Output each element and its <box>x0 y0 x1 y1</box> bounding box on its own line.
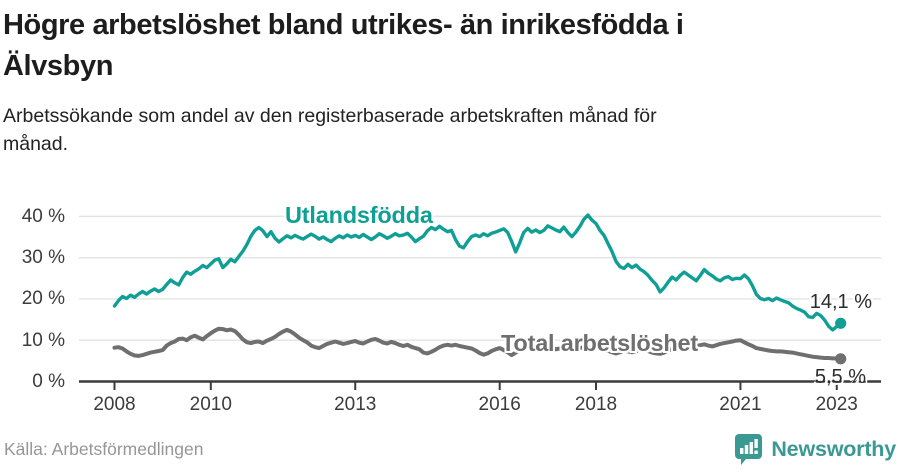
chart-subtitle-line2: månad. <box>3 133 69 155</box>
series-label-total-arbetsloshet: Total arbetslöshet <box>501 330 699 356</box>
y-axis-tick-label-40: 40 % <box>21 205 65 227</box>
x-axis-tick-label-2016: 2016 <box>478 394 521 415</box>
end-dot-utlandsfodda <box>835 317 847 329</box>
x-axis-tick-label-2008: 2008 <box>93 394 136 415</box>
y-axis-tick-label-20: 20 % <box>21 288 65 310</box>
x-axis-tick-label-2013: 2013 <box>334 394 377 415</box>
x-axis-tick-label-2018: 2018 <box>574 394 618 415</box>
x-axis-tick-label-2021: 2021 <box>719 394 762 415</box>
page-title: Högre arbetslöshet bland utrikes- än inr… <box>0 0 900 87</box>
x-axis-tick-label-2023: 2023 <box>815 394 858 415</box>
end-value-label-total: 5,5 % <box>814 366 866 388</box>
brand-name: Newsworthy <box>771 436 896 461</box>
data-line-utlandsfodda <box>112 213 843 332</box>
y-axis-tick-label-0: 0 % <box>32 371 65 392</box>
newsworthy-logo: Newsworthy <box>734 433 896 465</box>
chart-subtitle: Arbetssökande som andel av den registerb… <box>0 102 900 158</box>
data-line-total <box>112 326 843 361</box>
newsworthy-bar-chart-bubble-icon <box>735 434 763 465</box>
source-note: Källa: Arbetsförmedlingen <box>4 438 204 459</box>
end-value-label-utlandsfodda: 14,1 % <box>809 291 872 313</box>
page-title-line1: Högre arbetslöshet bland utrikes- än inr… <box>3 9 684 41</box>
series-label-utlandsfodda: Utlandsfödda <box>285 202 433 228</box>
x-axis-tick-label-2010: 2010 <box>189 394 232 415</box>
page-title-line2: Älvsbyn <box>3 50 114 82</box>
end-dot-total <box>835 353 847 365</box>
footer: Källa: Arbetsförmedlingen Newsworthy <box>0 432 900 466</box>
y-axis-tick-label-30: 30 % <box>21 247 65 269</box>
chart-subtitle-line1: Arbetssökande som andel av den registerb… <box>3 105 657 127</box>
y-axis-tick-label-10: 10 % <box>21 329 65 351</box>
